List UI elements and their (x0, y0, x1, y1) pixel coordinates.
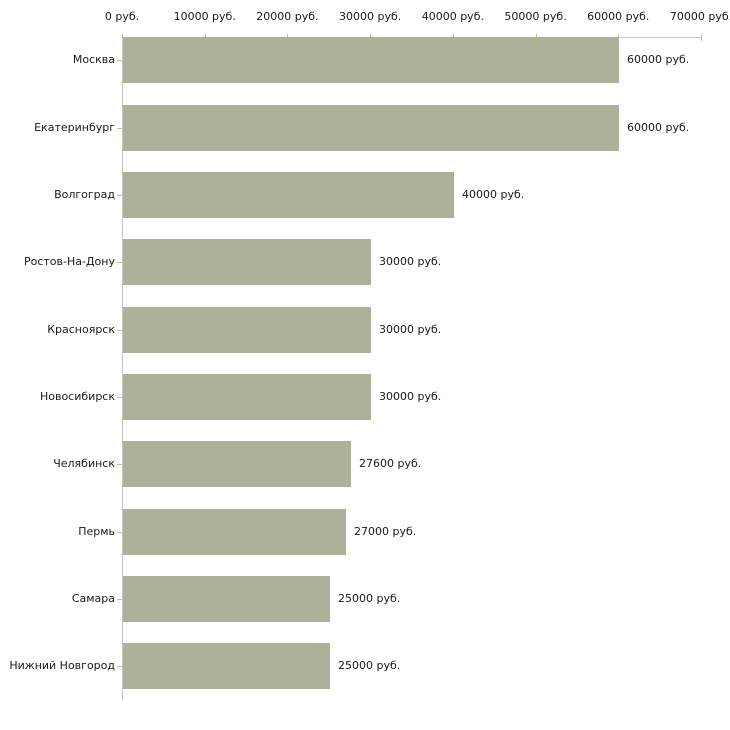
category-label: Нижний Новгород (9, 659, 115, 672)
bar-value-label: 30000 руб. (379, 390, 442, 403)
bar (123, 105, 619, 151)
bar-value-label: 27000 руб. (354, 525, 417, 538)
category-tick-mark (117, 330, 122, 331)
category-label: Москва (72, 53, 115, 66)
bar (123, 643, 330, 689)
x-axis-tick-label: 0 руб. (104, 10, 140, 23)
category-label: Самара (71, 592, 115, 605)
bar (123, 576, 330, 622)
x-axis-tick-label: 30000 руб. (339, 10, 402, 23)
category-label: Красноярск (47, 323, 115, 336)
category-tick-mark (117, 666, 122, 667)
category-tick-mark (117, 397, 122, 398)
category-tick-mark (117, 128, 122, 129)
category-tick-mark (117, 262, 122, 263)
category-label: Челябинск (53, 457, 115, 470)
x-axis-tick-label: 60000 руб. (587, 10, 650, 23)
bar (123, 239, 371, 285)
x-axis-tick-label: 50000 руб. (504, 10, 567, 23)
bar (123, 307, 371, 353)
category-label: Пермь (78, 525, 115, 538)
bar-value-label: 27600 руб. (359, 457, 422, 470)
category-label: Екатеринбург (34, 121, 115, 134)
category-label: Ростов-На-Дону (23, 255, 115, 268)
bar-value-label: 25000 руб. (338, 592, 401, 605)
bar (123, 441, 351, 487)
x-axis-tick-label: 40000 руб. (421, 10, 484, 23)
category-label: Волгоград (54, 188, 115, 201)
x-axis-tick-label: 20000 руб. (256, 10, 319, 23)
bar (123, 374, 371, 420)
bar (123, 509, 346, 555)
category-tick-mark (117, 195, 122, 196)
category-tick-mark (117, 60, 122, 61)
bar-value-label: 60000 руб. (627, 53, 690, 66)
y-axis-line (122, 37, 123, 700)
category-label: Новосибирск (39, 390, 115, 403)
bar-value-label: 30000 руб. (379, 323, 442, 336)
category-tick-mark (117, 532, 122, 533)
bar-value-label: 30000 руб. (379, 255, 442, 268)
bar-value-label: 25000 руб. (338, 659, 401, 672)
bar (123, 37, 619, 83)
bar-value-label: 60000 руб. (627, 121, 690, 134)
category-tick-mark (117, 599, 122, 600)
bar-value-label: 40000 руб. (462, 188, 525, 201)
bar (123, 172, 454, 218)
x-axis-tick-label: 10000 руб. (173, 10, 236, 23)
category-tick-mark (117, 464, 122, 465)
x-axis-tick-label: 70000 руб. (669, 10, 730, 23)
